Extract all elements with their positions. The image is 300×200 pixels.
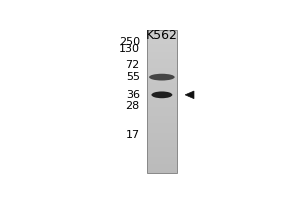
Bar: [147, 73, 177, 76]
Bar: [147, 30, 177, 33]
Bar: [147, 126, 177, 128]
Bar: [147, 56, 177, 59]
Bar: [147, 133, 177, 135]
Bar: [147, 150, 177, 152]
Bar: [147, 147, 177, 150]
Ellipse shape: [152, 91, 172, 98]
Bar: [147, 61, 177, 64]
Polygon shape: [185, 91, 194, 99]
Bar: [147, 169, 177, 171]
Bar: [147, 121, 177, 123]
Bar: [147, 33, 177, 35]
Bar: [147, 42, 177, 44]
Bar: [147, 142, 177, 145]
Bar: [147, 145, 177, 147]
Bar: [147, 66, 177, 68]
Bar: [147, 59, 177, 61]
Bar: [147, 135, 177, 138]
Bar: [147, 44, 177, 47]
Bar: [147, 157, 177, 159]
Bar: [147, 85, 177, 87]
Bar: [147, 30, 177, 173]
Text: 36: 36: [126, 90, 140, 100]
Bar: [147, 64, 177, 66]
Bar: [147, 154, 177, 157]
Bar: [147, 47, 177, 49]
Bar: [147, 130, 177, 133]
Bar: [147, 138, 177, 140]
Bar: [147, 78, 177, 80]
Bar: [147, 109, 177, 111]
Bar: [147, 54, 177, 56]
Text: 28: 28: [126, 101, 140, 111]
Bar: [147, 87, 177, 90]
Bar: [147, 111, 177, 114]
Bar: [147, 95, 177, 97]
Bar: [147, 99, 177, 102]
Bar: [147, 52, 177, 54]
Text: 17: 17: [126, 130, 140, 140]
Bar: [147, 97, 177, 99]
Bar: [147, 128, 177, 130]
Text: 130: 130: [119, 44, 140, 54]
Ellipse shape: [149, 74, 175, 81]
Bar: [147, 71, 177, 73]
Text: 72: 72: [126, 60, 140, 70]
Bar: [147, 159, 177, 161]
Bar: [147, 92, 177, 95]
Bar: [147, 114, 177, 116]
Bar: [147, 152, 177, 154]
Bar: [147, 140, 177, 142]
Bar: [147, 80, 177, 83]
Bar: [147, 164, 177, 166]
Bar: [147, 166, 177, 169]
Text: 250: 250: [119, 37, 140, 47]
Bar: [147, 76, 177, 78]
Bar: [147, 83, 177, 85]
Bar: [147, 116, 177, 118]
Text: 55: 55: [126, 72, 140, 82]
Bar: [147, 102, 177, 104]
Bar: [147, 104, 177, 107]
Bar: [147, 37, 177, 40]
Bar: [147, 107, 177, 109]
Bar: [147, 40, 177, 42]
Text: K562: K562: [146, 29, 178, 42]
Bar: [147, 118, 177, 121]
Bar: [147, 68, 177, 71]
Bar: [147, 35, 177, 37]
Bar: [147, 123, 177, 126]
Bar: [147, 49, 177, 52]
Bar: [147, 90, 177, 92]
Bar: [147, 161, 177, 164]
Bar: [147, 171, 177, 173]
